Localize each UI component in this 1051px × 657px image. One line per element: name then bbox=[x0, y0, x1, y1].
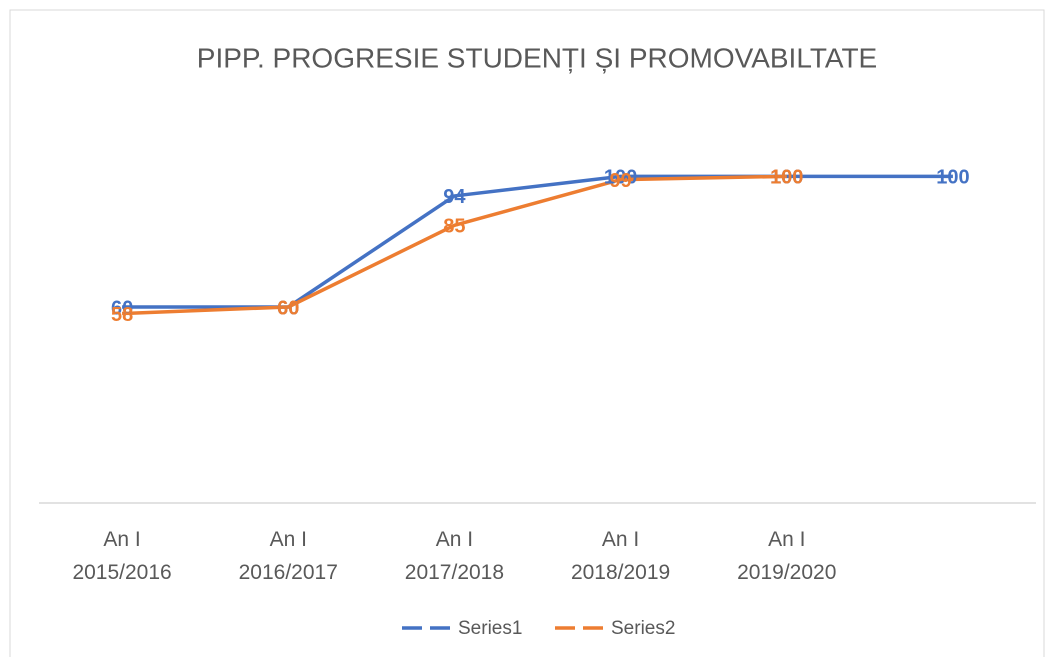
x-tick-label: An I 2016/2017 bbox=[238, 528, 338, 584]
x-tick-label: An I 2018/2019 bbox=[570, 528, 671, 584]
legend-label: Series2 bbox=[611, 618, 675, 639]
x-tick-label: An I 2017/2018 bbox=[404, 528, 505, 584]
chart-border bbox=[9, 9, 1045, 657]
data-label: 100 bbox=[770, 167, 803, 189]
data-label: 100 bbox=[604, 167, 637, 189]
data-label: 85 bbox=[443, 216, 465, 238]
data-label: 94 bbox=[443, 186, 466, 208]
x-tick-label: An I 2015/2016 bbox=[72, 528, 172, 584]
data-label: 60 bbox=[277, 297, 299, 319]
x-tick-label: An I 2019/2020 bbox=[737, 528, 837, 584]
legend-label: Series1 bbox=[458, 618, 522, 639]
data-label: 58 bbox=[111, 304, 133, 326]
data-label: 99 bbox=[609, 170, 631, 192]
data-label: 100 bbox=[936, 167, 969, 189]
data-label: 60 bbox=[277, 297, 299, 319]
line-series bbox=[122, 174, 787, 316]
data-label: 60 bbox=[111, 297, 133, 319]
data-label: 100 bbox=[770, 167, 803, 189]
chart-title: PIPP. PROGRESIE STUDENȚI ȘI PROMOVABILTA… bbox=[197, 42, 877, 73]
